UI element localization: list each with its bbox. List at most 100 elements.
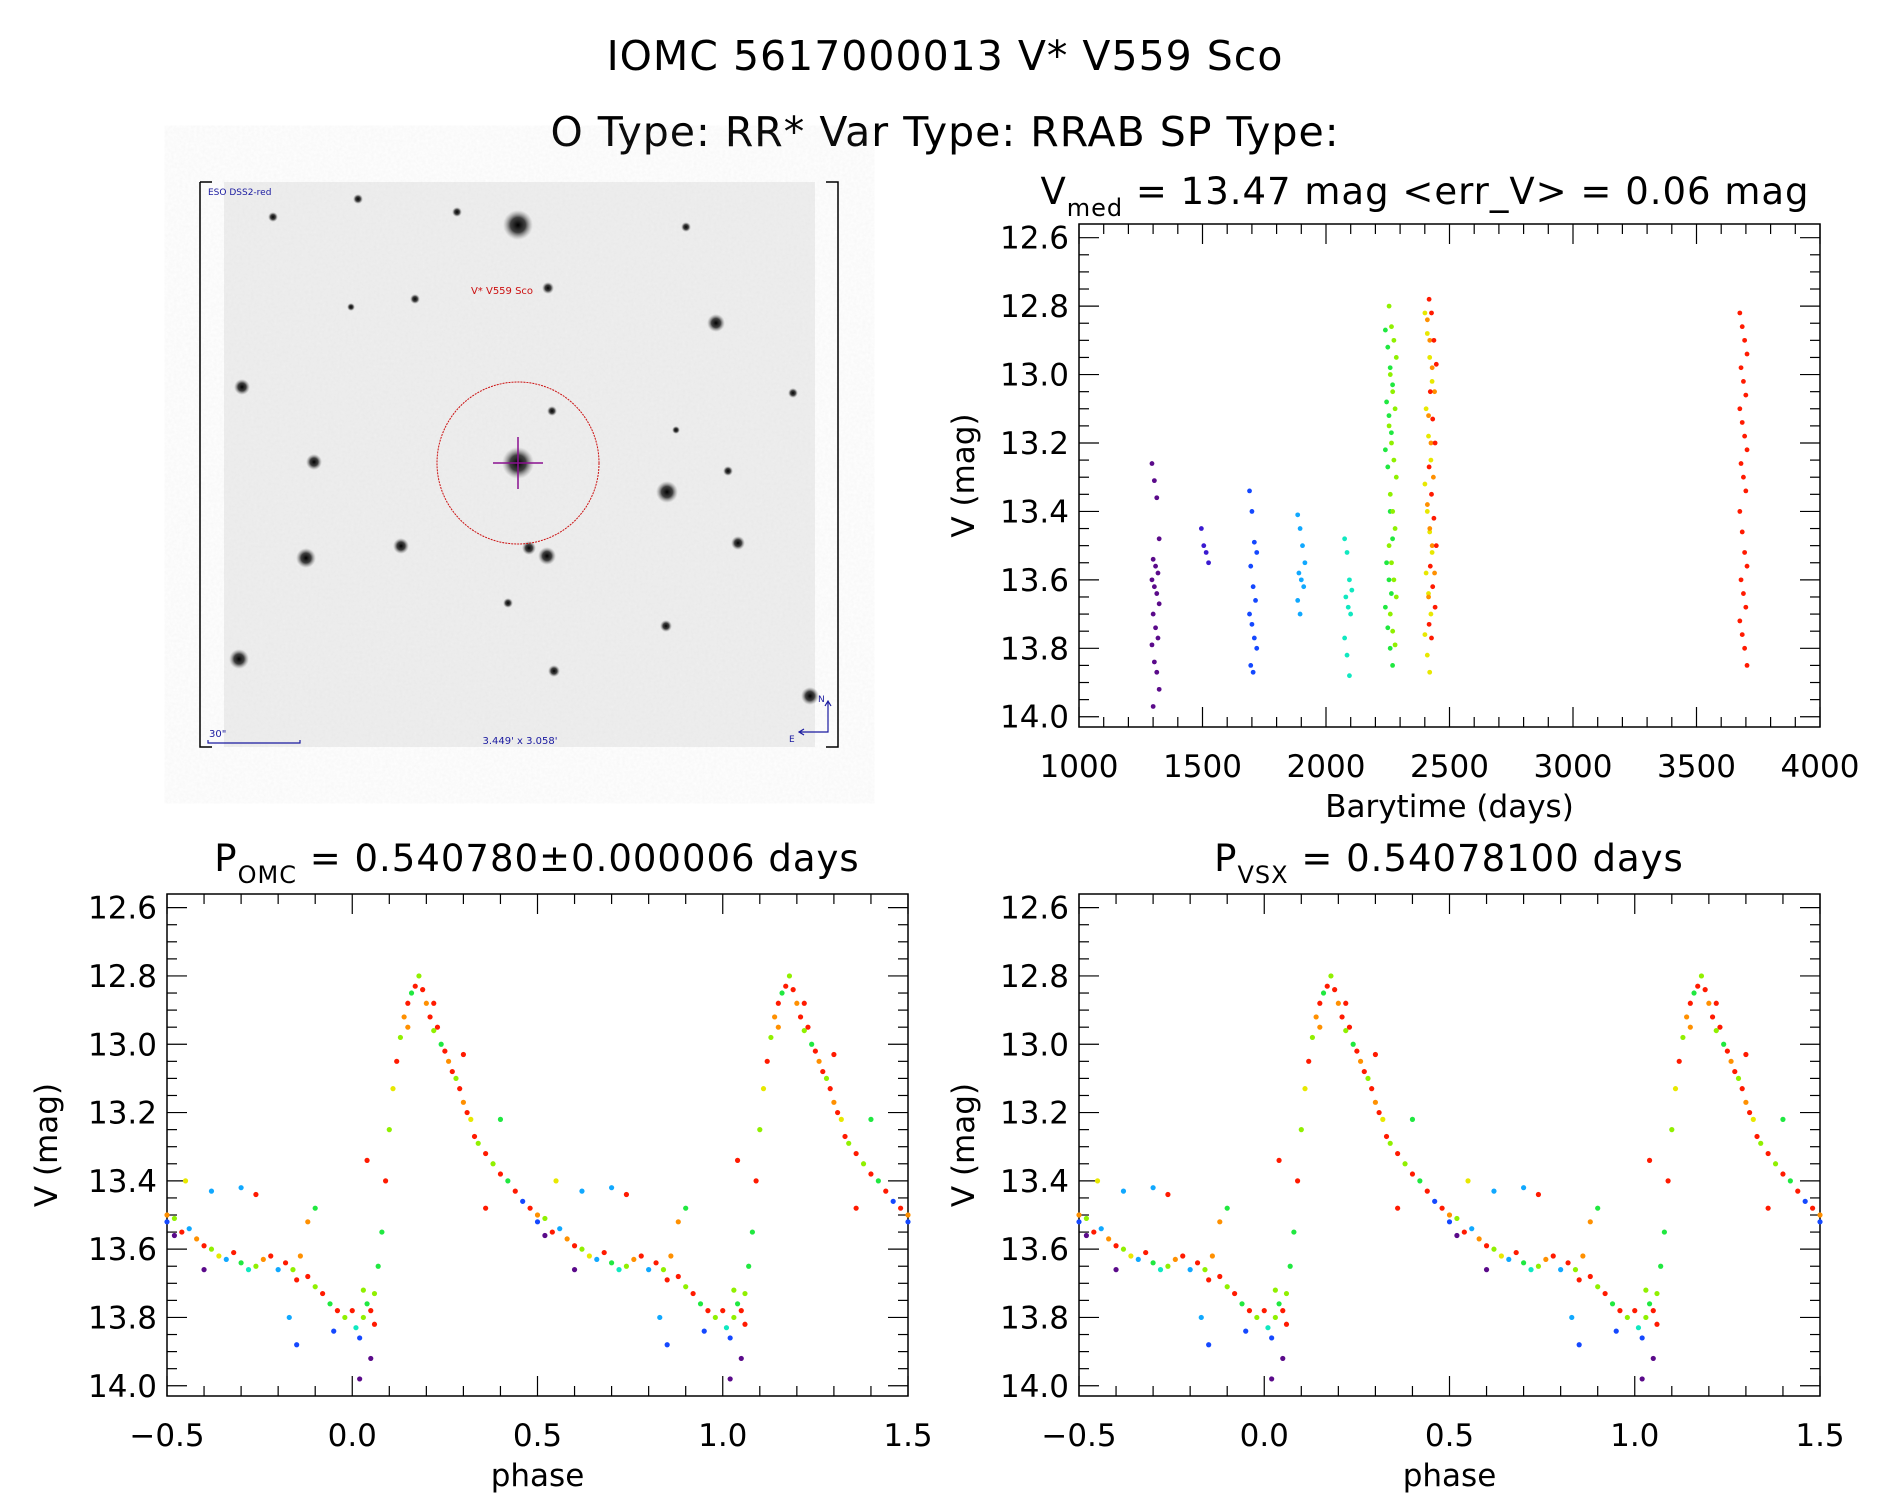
data-point: [1313, 1014, 1319, 1020]
data-point: [497, 1116, 504, 1122]
plot-frame: [166, 893, 909, 1397]
data-point: [775, 1000, 781, 1006]
data-point: [1428, 611, 1434, 617]
data-point: [1390, 628, 1396, 634]
data-point: [1426, 433, 1431, 439]
data-point: [571, 1267, 578, 1273]
data-point: [1342, 635, 1348, 641]
data-point: [1393, 355, 1399, 360]
data-point: [1246, 1308, 1253, 1314]
star: [660, 620, 672, 632]
data-point: [1461, 1229, 1467, 1235]
data-point: [1427, 529, 1433, 535]
data-point: [1393, 474, 1399, 480]
data-point: [420, 987, 426, 993]
y-tick-label: 12.6: [1000, 221, 1069, 257]
data-point: [1301, 584, 1307, 590]
data-point: [1280, 1308, 1286, 1314]
data-point: [1294, 1178, 1301, 1184]
data-point: [1076, 1219, 1082, 1225]
data-point: [1165, 1263, 1171, 1269]
data-point: [1676, 1058, 1682, 1064]
data-point: [1243, 1328, 1249, 1334]
data-point: [1251, 539, 1257, 545]
data-point: [1302, 1086, 1308, 1092]
data-point: [331, 1328, 337, 1334]
data-point: [675, 1273, 681, 1280]
data-point: [253, 1263, 259, 1269]
data-point: [1076, 1212, 1082, 1218]
data-point: [1483, 1243, 1490, 1249]
compass-arrows-icon: [797, 699, 832, 736]
data-point: [1094, 1178, 1101, 1184]
data-point: [179, 1229, 185, 1235]
data-point: [1743, 488, 1749, 494]
data-point: [1348, 611, 1354, 617]
data-point: [1558, 1267, 1564, 1273]
data-point: [1424, 509, 1430, 514]
data-point: [1153, 563, 1158, 569]
data-point: [660, 1267, 667, 1273]
data-point: [1332, 987, 1338, 993]
data-point: [1654, 1290, 1660, 1297]
data-point: [738, 1308, 744, 1314]
data-point: [1251, 635, 1257, 641]
data-point: [460, 1051, 466, 1058]
data-point: [786, 973, 793, 979]
data-point: [1384, 399, 1389, 405]
data-point: [812, 1048, 818, 1054]
y-axis-label: V (mag): [946, 413, 982, 537]
data-point: [1765, 1205, 1771, 1211]
data-point: [1595, 1205, 1601, 1211]
data-point: [1423, 406, 1429, 412]
data-point: [1302, 560, 1308, 566]
data-point: [1702, 987, 1708, 993]
data-point: [1602, 1290, 1608, 1297]
data-point: [1083, 1215, 1090, 1222]
data-point: [1390, 663, 1395, 668]
data-point: [1743, 1099, 1749, 1105]
data-point: [1343, 1027, 1349, 1034]
data-point: [1432, 604, 1438, 610]
data-point: [427, 1014, 433, 1020]
data-point: [1617, 1308, 1623, 1314]
data-point: [657, 1314, 663, 1321]
y-tick-label: 14.0: [1000, 700, 1069, 736]
data-point: [1098, 1226, 1104, 1232]
data-point: [1224, 1205, 1230, 1211]
data-point: [1565, 1260, 1571, 1266]
data-point: [1429, 379, 1435, 384]
data-point: [1535, 1191, 1542, 1198]
star: [731, 536, 745, 550]
star: [672, 426, 680, 434]
data-point: [1248, 563, 1254, 569]
data-point: [727, 1376, 733, 1382]
data-point: [731, 1287, 737, 1293]
data-point: [1747, 1109, 1753, 1116]
data-point: [1261, 1308, 1267, 1314]
data-point: [1339, 1014, 1345, 1020]
x-tick-label: 0.5: [1425, 1418, 1474, 1454]
data-point: [1780, 1171, 1786, 1177]
data-point: [434, 1024, 441, 1030]
data-point: [1151, 584, 1157, 590]
data-point: [438, 1041, 444, 1047]
phased-vsx-plot: −0.5 0.0 0.5 1.0 1.5 12.6 12.8 13.0 13.2 13.4 13.6…: [946, 891, 1845, 1494]
data-point: [497, 1171, 504, 1177]
data-point: [631, 1256, 637, 1263]
data-point: [379, 1229, 385, 1235]
data-point: [460, 1099, 466, 1105]
data-point: [431, 1027, 437, 1034]
data-point: [1446, 1219, 1453, 1225]
x-tick-label: 1.0: [698, 1418, 747, 1454]
data-point: [1387, 1140, 1393, 1146]
data-point: [1365, 1075, 1371, 1082]
data-point: [1335, 1000, 1341, 1006]
data-point: [1386, 577, 1392, 583]
data-point: [1738, 365, 1744, 371]
data-point: [1298, 1127, 1304, 1133]
data-point: [394, 1058, 400, 1064]
data-point: [1665, 1178, 1671, 1184]
data-point: [294, 1342, 300, 1348]
data-point: [360, 1287, 366, 1293]
